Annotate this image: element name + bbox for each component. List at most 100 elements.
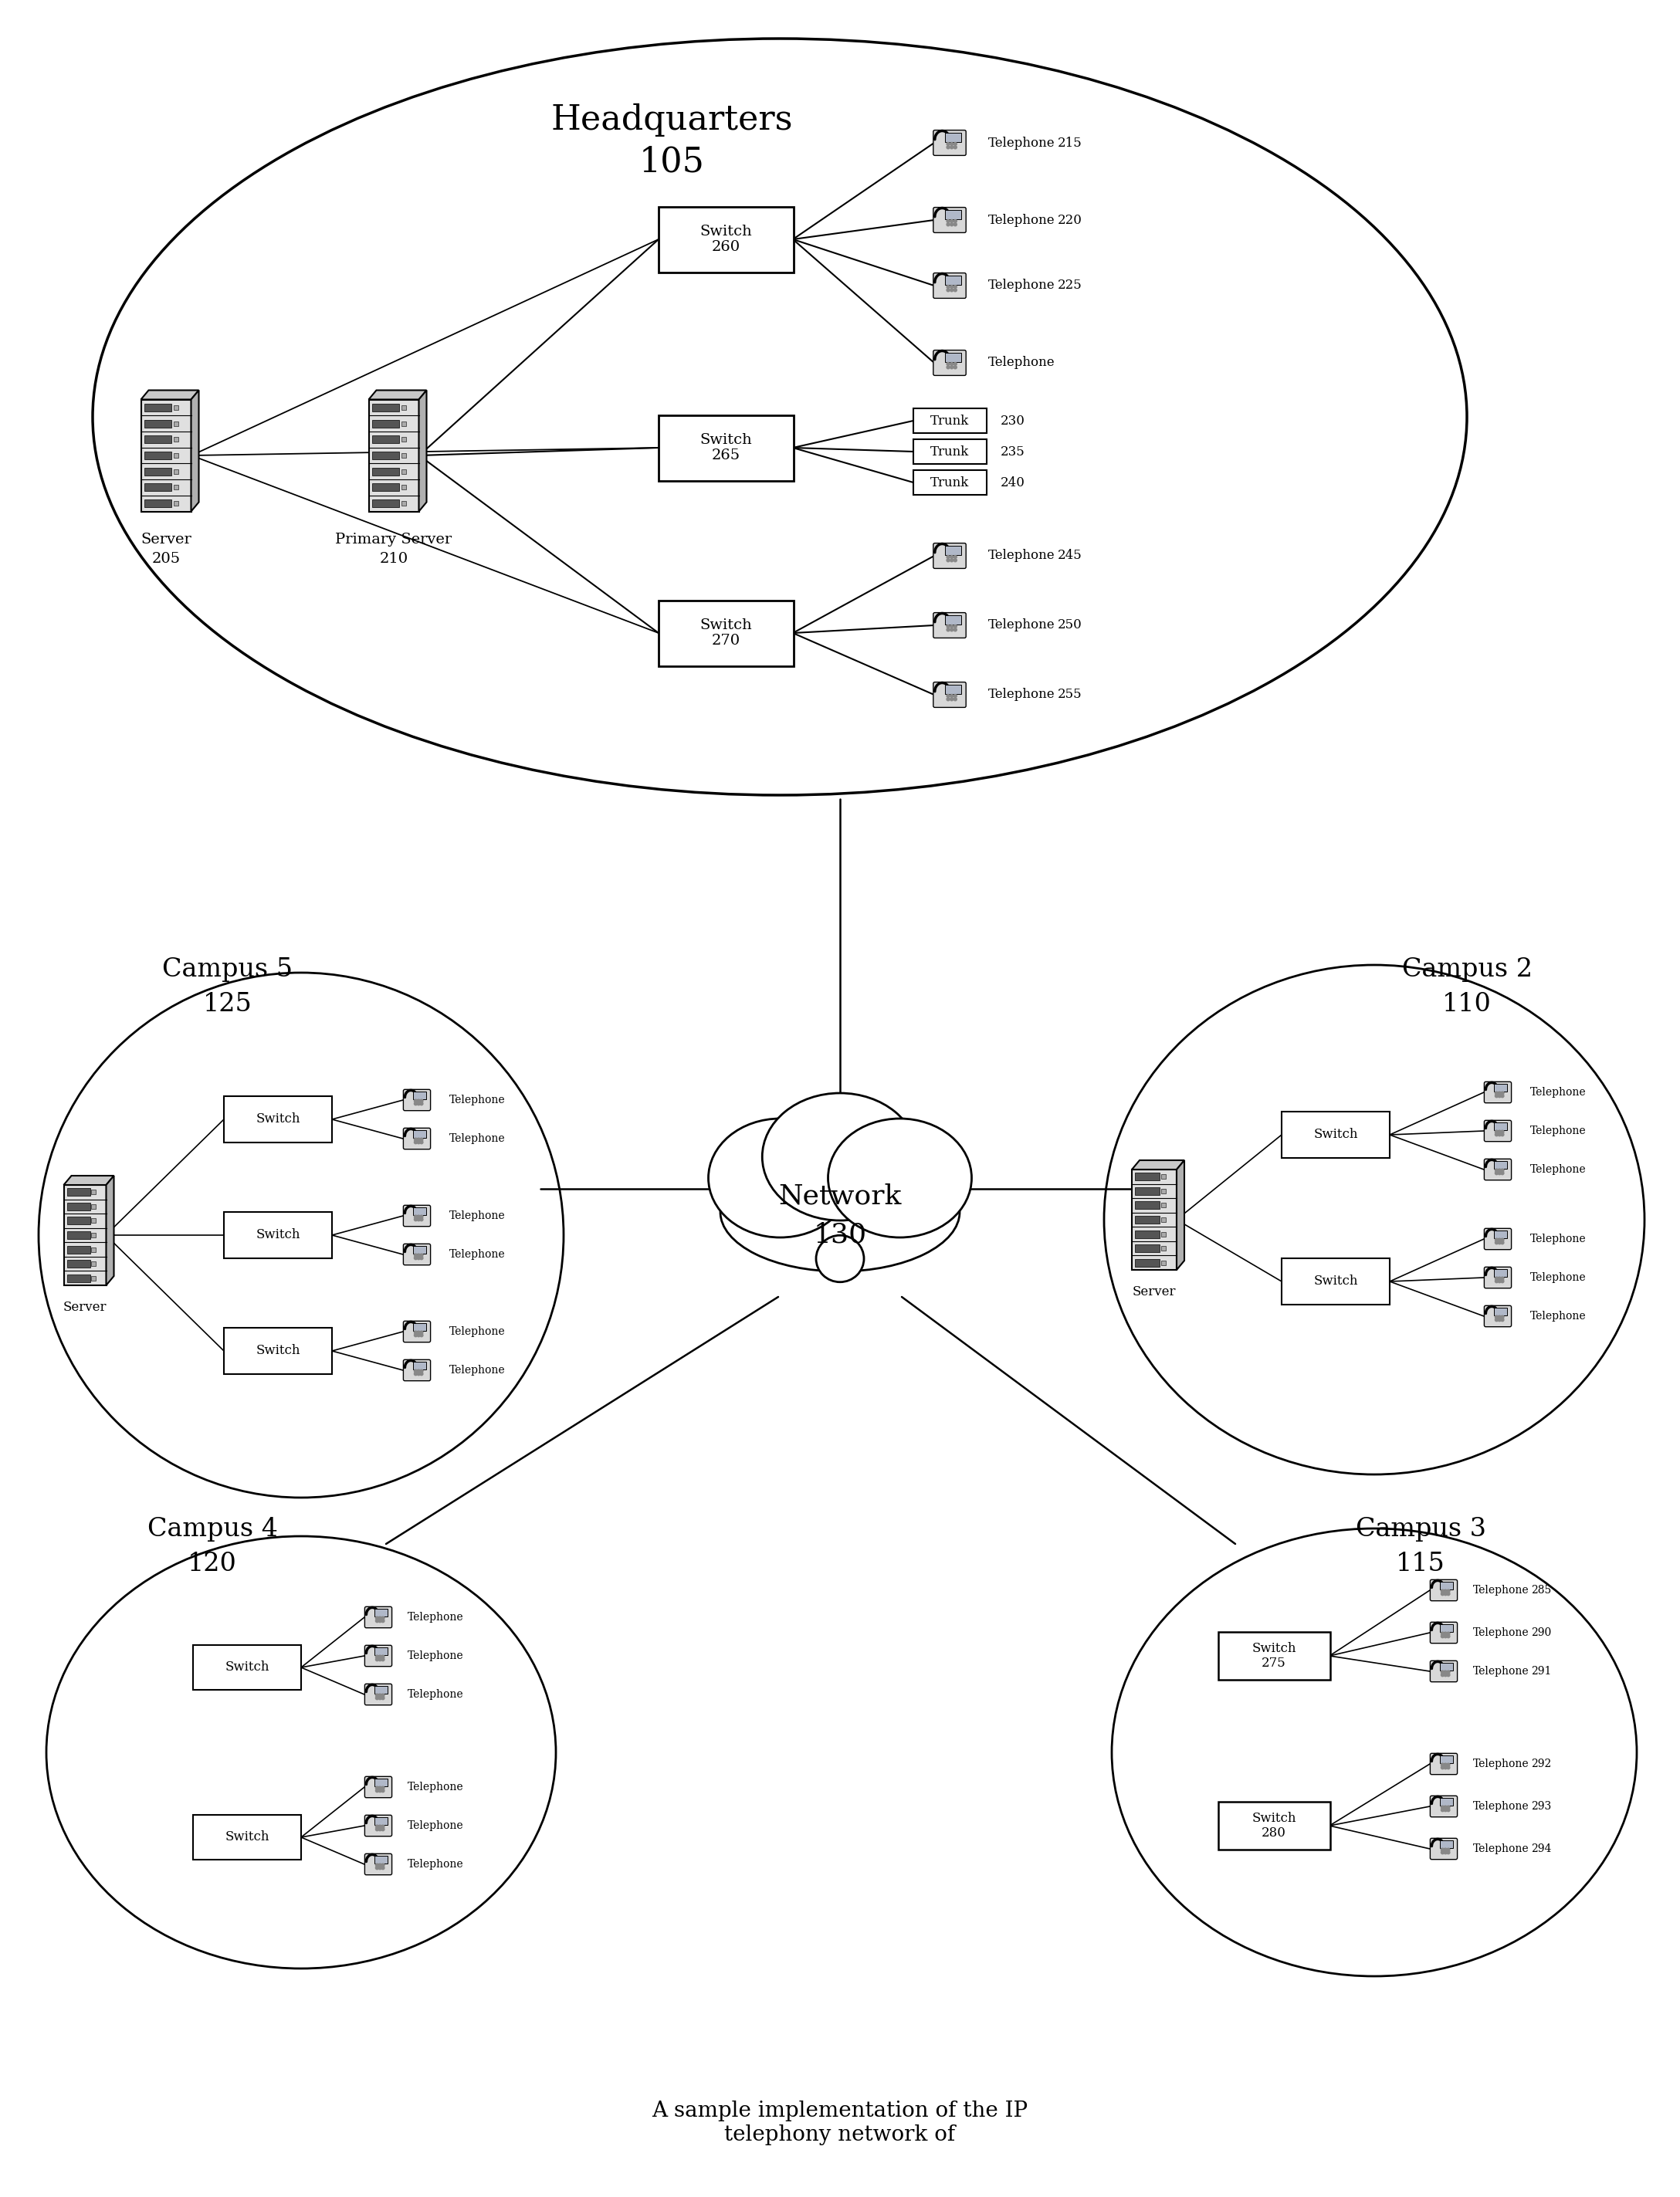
Text: Headquarters: Headquarters: [551, 103, 793, 136]
Circle shape: [1500, 1092, 1504, 1094]
Polygon shape: [418, 391, 427, 512]
Text: Telephone: Telephone: [1473, 1758, 1529, 1769]
FancyBboxPatch shape: [368, 400, 418, 512]
FancyBboxPatch shape: [1161, 1204, 1166, 1208]
Circle shape: [1495, 1316, 1499, 1318]
Circle shape: [417, 1373, 420, 1375]
Text: Telephone: Telephone: [1473, 1628, 1529, 1639]
Text: 115: 115: [1396, 1551, 1445, 1575]
Text: Telephone: Telephone: [988, 279, 1055, 292]
FancyBboxPatch shape: [375, 1817, 388, 1826]
Text: Telephone: Telephone: [449, 1364, 506, 1375]
Circle shape: [376, 1619, 378, 1621]
FancyBboxPatch shape: [193, 1646, 301, 1689]
FancyBboxPatch shape: [1483, 1268, 1512, 1287]
Circle shape: [415, 1254, 417, 1257]
FancyBboxPatch shape: [67, 1230, 91, 1239]
Circle shape: [381, 1788, 385, 1793]
Circle shape: [417, 1331, 420, 1334]
FancyBboxPatch shape: [1440, 1841, 1453, 1848]
FancyBboxPatch shape: [173, 453, 178, 457]
FancyBboxPatch shape: [91, 1248, 96, 1252]
Circle shape: [1441, 1808, 1445, 1813]
Circle shape: [954, 288, 958, 292]
Text: Server: Server: [64, 1301, 108, 1314]
FancyBboxPatch shape: [1483, 1120, 1512, 1142]
FancyBboxPatch shape: [365, 1777, 391, 1797]
FancyBboxPatch shape: [402, 453, 407, 457]
Text: 215: 215: [1058, 136, 1082, 149]
Circle shape: [1500, 1169, 1504, 1171]
Circle shape: [1495, 1169, 1499, 1171]
Circle shape: [1500, 1318, 1504, 1320]
FancyBboxPatch shape: [1282, 1259, 1389, 1305]
Circle shape: [1446, 1850, 1450, 1854]
FancyBboxPatch shape: [193, 1815, 301, 1859]
Polygon shape: [1132, 1160, 1184, 1169]
FancyBboxPatch shape: [1430, 1795, 1457, 1817]
Text: 250: 250: [1058, 620, 1082, 633]
FancyBboxPatch shape: [371, 435, 400, 444]
Circle shape: [376, 1863, 378, 1867]
Polygon shape: [368, 391, 427, 400]
Circle shape: [420, 1369, 423, 1373]
FancyBboxPatch shape: [402, 486, 407, 490]
Circle shape: [381, 1654, 385, 1659]
FancyBboxPatch shape: [402, 404, 407, 411]
FancyBboxPatch shape: [67, 1217, 91, 1224]
Circle shape: [1441, 1593, 1445, 1595]
FancyBboxPatch shape: [1494, 1270, 1507, 1276]
Text: Switch: Switch: [255, 1228, 301, 1241]
Text: 205: 205: [151, 551, 180, 567]
Circle shape: [946, 624, 949, 628]
Text: Telephone: Telephone: [408, 1821, 464, 1830]
Text: Switch: Switch: [255, 1345, 301, 1358]
FancyBboxPatch shape: [402, 501, 407, 505]
Text: Telephone: Telephone: [1530, 1312, 1586, 1323]
Text: Telephone: Telephone: [408, 1782, 464, 1793]
Circle shape: [1499, 1239, 1500, 1241]
Circle shape: [378, 1786, 381, 1791]
Text: 120: 120: [188, 1551, 237, 1575]
Text: Trunk: Trunk: [931, 477, 969, 490]
Text: Telephone: Telephone: [408, 1689, 464, 1700]
FancyBboxPatch shape: [144, 404, 171, 411]
FancyBboxPatch shape: [402, 422, 407, 426]
FancyBboxPatch shape: [413, 1208, 427, 1215]
FancyBboxPatch shape: [659, 600, 793, 666]
Circle shape: [951, 286, 953, 288]
Circle shape: [1446, 1670, 1450, 1674]
FancyBboxPatch shape: [934, 613, 966, 637]
Circle shape: [415, 1331, 417, 1334]
Circle shape: [420, 1373, 423, 1375]
Circle shape: [1499, 1318, 1500, 1320]
Circle shape: [951, 288, 953, 292]
FancyBboxPatch shape: [375, 1608, 388, 1617]
Circle shape: [946, 145, 949, 149]
FancyBboxPatch shape: [1440, 1582, 1453, 1588]
Circle shape: [378, 1696, 381, 1700]
Circle shape: [1443, 1670, 1446, 1674]
Circle shape: [1500, 1241, 1504, 1244]
Circle shape: [415, 1098, 417, 1103]
Ellipse shape: [763, 1094, 917, 1222]
Circle shape: [420, 1257, 423, 1259]
Circle shape: [951, 558, 953, 562]
FancyBboxPatch shape: [91, 1261, 96, 1265]
Circle shape: [1441, 1674, 1445, 1676]
Ellipse shape: [1104, 964, 1645, 1474]
Text: 105: 105: [638, 145, 704, 178]
FancyBboxPatch shape: [1136, 1202, 1159, 1208]
Text: Campus 2: Campus 2: [1401, 958, 1532, 982]
Circle shape: [381, 1867, 385, 1870]
Circle shape: [1443, 1848, 1446, 1852]
Circle shape: [954, 558, 958, 562]
Circle shape: [1443, 1593, 1446, 1595]
FancyBboxPatch shape: [946, 685, 961, 694]
Circle shape: [1499, 1092, 1500, 1094]
FancyBboxPatch shape: [371, 468, 400, 475]
FancyBboxPatch shape: [1483, 1081, 1512, 1103]
FancyBboxPatch shape: [144, 420, 171, 428]
Circle shape: [1499, 1134, 1500, 1136]
Text: 240: 240: [1000, 477, 1025, 490]
